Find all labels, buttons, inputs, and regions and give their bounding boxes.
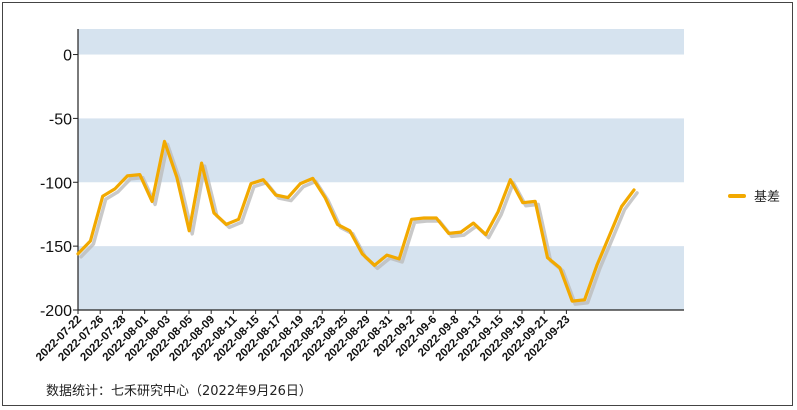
source-note: 数据统计：七禾研究中心（2022年9月26日）: [46, 384, 312, 399]
y-tick-label: -50: [49, 111, 72, 128]
chart-frame: [2, 2, 793, 406]
legend-swatch: [728, 193, 746, 198]
y-tick-label: -200: [40, 303, 72, 320]
grid-band: [78, 118, 684, 183]
legend: 基差: [728, 186, 780, 205]
series-line: [76, 139, 636, 303]
y-tick-label: -150: [40, 239, 72, 256]
legend-label: 基差: [754, 190, 781, 205]
grid-band: [78, 29, 684, 55]
y-tick-label: 0: [63, 48, 72, 65]
y-tick-label: -100: [40, 175, 72, 192]
